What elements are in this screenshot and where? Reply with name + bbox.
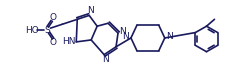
Text: O: O — [50, 13, 57, 22]
Text: N: N — [102, 55, 109, 64]
Text: S: S — [45, 26, 50, 35]
Text: N: N — [87, 6, 94, 15]
Text: HO: HO — [25, 26, 38, 35]
Text: HN: HN — [62, 37, 76, 46]
Text: N: N — [120, 27, 126, 36]
Text: O: O — [50, 38, 57, 47]
Text: N: N — [122, 32, 129, 41]
Text: N: N — [166, 32, 173, 41]
